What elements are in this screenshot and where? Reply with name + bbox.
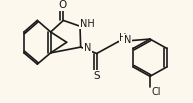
Text: N: N bbox=[124, 35, 131, 45]
Text: S: S bbox=[94, 71, 100, 81]
Text: Cl: Cl bbox=[152, 87, 161, 97]
Text: N: N bbox=[84, 43, 91, 53]
Text: H: H bbox=[119, 33, 127, 43]
Text: O: O bbox=[58, 0, 67, 10]
Text: NH: NH bbox=[80, 19, 95, 29]
